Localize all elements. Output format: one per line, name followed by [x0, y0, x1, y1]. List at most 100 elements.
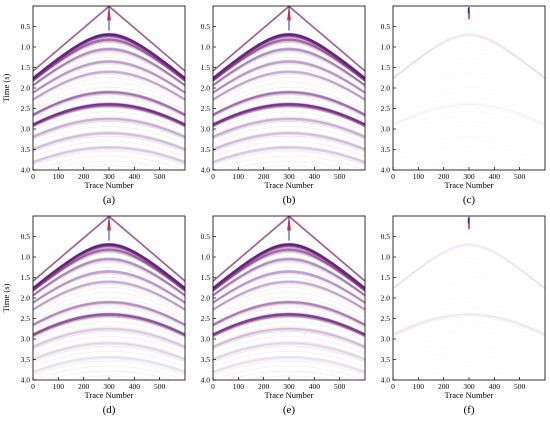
wavelet-lobe — [213, 70, 365, 101]
wavelet-lobe — [213, 356, 365, 373]
seismic-events — [33, 216, 185, 380]
wavelet-lobe — [33, 356, 185, 372]
background-ringing — [66, 165, 152, 170]
wavelet-lobe — [33, 38, 185, 82]
background-ringing — [213, 306, 365, 329]
reflection-event — [213, 341, 365, 363]
x-axis-label: Trace Number — [444, 180, 493, 190]
wavelet-lobe — [33, 327, 185, 347]
wavelet-lobe — [213, 61, 365, 94]
wavelet-lobe — [213, 329, 365, 349]
wavelet-lobe — [213, 328, 365, 348]
wavelet-lobe — [213, 40, 365, 82]
background-ringing — [213, 91, 365, 116]
y-tick-label: 2.5 — [21, 104, 31, 113]
wavelet-lobe — [33, 94, 185, 118]
x-tick-label: 100 — [53, 172, 65, 181]
panel-c: 0 100 200 300 400 500 0.5 1.0 1.5 2.0 2.5 3.0 3.5 4.0… — [381, 5, 546, 206]
wavelet-lobe — [213, 48, 365, 86]
x-tick-label: 0 — [31, 382, 35, 391]
wavelet-lobe — [33, 146, 185, 162]
background-ringing — [213, 62, 365, 94]
wavelet-lobe — [33, 246, 185, 291]
wavelet-lobe — [213, 70, 365, 100]
wavelet-lobe — [213, 270, 365, 304]
wavelet-lobe — [213, 356, 365, 372]
background-ringing — [33, 42, 185, 83]
wavelet-lobe — [33, 280, 185, 311]
wavelet-lobe — [33, 342, 185, 361]
x-tick-label: 100 — [413, 382, 425, 391]
wavelet-lobe — [33, 248, 185, 292]
y-tick-label: 2.0 — [21, 294, 31, 303]
wavelet-lobe — [33, 359, 185, 375]
background-ringing — [33, 91, 185, 116]
reflection-event — [33, 59, 185, 95]
wavelet-lobe — [33, 314, 185, 337]
reflection-event — [213, 59, 365, 95]
background-ringing — [33, 316, 185, 338]
direct-wave — [288, 216, 365, 282]
wavelet-lobe — [393, 313, 545, 335]
wavelet-lobe — [213, 131, 365, 149]
wavelet-lobe — [33, 72, 185, 101]
y-tick-label: 2.5 — [381, 314, 391, 323]
y-tick-label: 0.5 — [21, 232, 31, 241]
wavelet-lobe — [213, 146, 365, 162]
wavelet-lobe — [33, 51, 185, 88]
x-tick-label: 300 — [283, 382, 295, 391]
wavelet-lobe — [213, 259, 365, 297]
wavelet-lobe — [213, 106, 365, 128]
background-ringing — [33, 106, 185, 128]
wavelet-lobe — [33, 135, 185, 153]
reflection-event — [213, 356, 365, 375]
reflection-event — [33, 312, 185, 338]
wavelet-lobe — [213, 280, 365, 311]
x-axis-label: Trace Number — [84, 390, 133, 400]
wavelet-lobe — [33, 343, 185, 361]
y-tick-label: 0.5 — [21, 22, 31, 31]
wavelet-lobe — [213, 314, 365, 337]
panel-caption: (f) — [464, 404, 475, 416]
wavelet-lobe — [213, 359, 365, 375]
wavelet-lobe — [213, 51, 365, 88]
background-ringing — [33, 287, 185, 314]
wavelet-lobe — [33, 47, 185, 86]
wavelet-lobe — [213, 34, 365, 80]
direct-wave — [288, 216, 365, 282]
wavelet-lobe — [33, 92, 185, 117]
direct-wave — [33, 216, 110, 282]
wavelet-lobe — [33, 261, 185, 298]
x-axis-label: Trace Number — [84, 180, 133, 190]
reflection-event — [33, 47, 185, 88]
wavelet-lobe — [213, 72, 365, 101]
reflection-event — [213, 117, 365, 140]
background-ringing — [213, 257, 365, 295]
x-tick-label: 500 — [514, 172, 526, 181]
background-ringing — [33, 82, 185, 108]
reflection-event — [33, 269, 185, 305]
wavelet-lobe — [213, 60, 365, 94]
y-tick-label: 3.5 — [201, 355, 211, 364]
background-ringing — [33, 116, 185, 136]
background-ringing — [213, 360, 365, 376]
wavelet-lobe — [33, 36, 185, 81]
reflection-event — [213, 146, 365, 166]
x-tick-label: 500 — [514, 382, 526, 391]
panel-caption: (c) — [463, 194, 476, 206]
wavelet-lobe — [33, 63, 185, 95]
y-tick-label: 3.0 — [21, 335, 31, 344]
wavelet-lobe — [213, 149, 365, 166]
wavelet-lobe — [213, 121, 365, 140]
wavelet-lobe — [213, 91, 365, 116]
wavelet-lobe — [33, 302, 185, 327]
background-ringing — [33, 77, 185, 104]
direct-wave — [213, 6, 290, 72]
reflection-event — [33, 300, 185, 328]
x-tick-label: 500 — [334, 172, 346, 181]
x-tick-label: 0 — [211, 172, 215, 181]
reflection-event — [213, 327, 365, 350]
reflection-event — [213, 247, 365, 293]
x-tick-label: 400 — [129, 382, 141, 391]
